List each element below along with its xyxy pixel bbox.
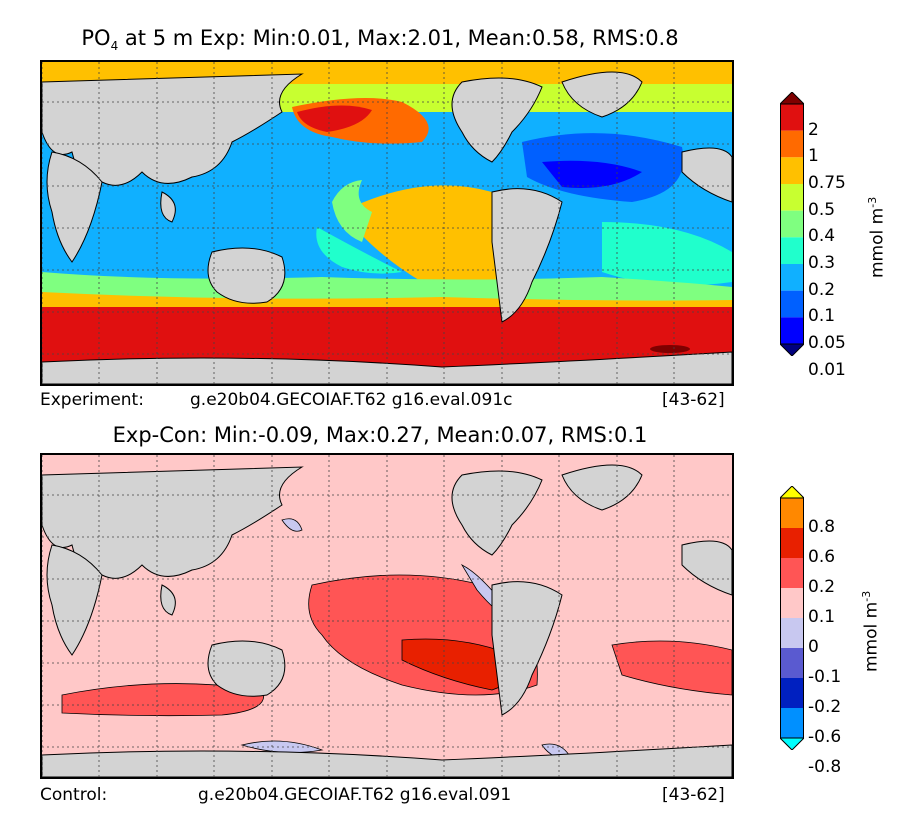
- top-colorbar-tick-label: 0.4: [808, 226, 836, 247]
- bottom-colorbar-tick-label: -0.6: [808, 727, 842, 747]
- top-colorbar-tick-label: 0.1: [808, 306, 836, 327]
- bottom-colorbar-units: mmol m-3: [860, 590, 882, 672]
- bottom-colorbar-tick-label: 0: [808, 637, 819, 657]
- bottom-colorbar-tick-label: -0.2: [808, 697, 842, 717]
- bottom-colorbar-tick-label: 0.8: [808, 517, 836, 537]
- top-map: [40, 60, 734, 386]
- bottom-colorbar-tick-label: 0.2: [808, 577, 836, 597]
- top-colorbar-swatch: [780, 130, 804, 158]
- bottom-colorbar-max-extend: [778, 485, 806, 499]
- top-colorbar-swatch: [780, 157, 804, 184]
- top-colorbar-tick-label: 0.3: [808, 253, 836, 273]
- top-colorbar-swatch: [780, 184, 804, 211]
- bottom-colorbar-tick-label: 0.1: [808, 607, 836, 627]
- bottom-colorbar-swatch: [780, 588, 804, 618]
- top-colorbar-swatch: [780, 237, 804, 264]
- top-caption-label: Experiment:: [40, 390, 144, 410]
- top-colorbar-tick-label: 0.75: [808, 173, 846, 193]
- bottom-colorbar-min-extend: [778, 737, 806, 751]
- bottom-colorbar-swatch: [780, 648, 804, 678]
- bottom-colorbar-scale: [778, 485, 806, 751]
- bottom-colorbar-tick-label: -0.1: [808, 667, 842, 687]
- bottom-colorbar-swatch: [780, 498, 804, 528]
- top-caption-case: g.e20b04.GECOIAF.T62 g16.eval.091c: [190, 390, 513, 410]
- bottom-colorbar-swatch: [780, 708, 804, 738]
- top-colorbar-max-extend: [778, 91, 806, 105]
- bottom-colorbar-swatch: [780, 558, 804, 588]
- top-colorbar-swatch: [780, 264, 804, 291]
- bottom-colorbar-swatch: [780, 618, 804, 648]
- bottom-map-title: Exp-Con: Min:-0.09, Max:0.27, Mean:0.07,…: [112, 423, 648, 447]
- top-colorbar-swatch: [780, 290, 804, 318]
- top-colorbar: [778, 91, 806, 357]
- top-colorbar-tick-label: 1: [808, 146, 819, 167]
- top-colorbar-tick-label: 0.5: [808, 199, 836, 220]
- bottom-colorbar-tick-label: -0.8: [808, 757, 842, 777]
- top-colorbar-min-extend: [778, 343, 806, 357]
- top-colorbar-tick-label: 0.05: [808, 333, 846, 353]
- top-colorbar-swatch: [780, 104, 804, 131]
- bottom-colorbar: [778, 485, 806, 751]
- bottom-colorbar-swatch: [780, 528, 804, 558]
- top-map-title: PO4 at 5 m Exp: Min:0.01, Max:2.01, Mean…: [81, 26, 679, 54]
- top-colorbar-tick-label: 0.2: [808, 279, 836, 300]
- top-colorbar-tick-label: 0.01: [808, 359, 846, 380]
- bottom-caption-label: Control:: [40, 785, 108, 805]
- top-colorbar-units: mmol m-3: [866, 196, 888, 278]
- bottom-colorbar-swatch: [780, 678, 804, 708]
- top-colorbar-tick-label: 2: [808, 119, 819, 140]
- top-colorbar-scale: [778, 91, 806, 357]
- top-caption-years: [43-62]: [662, 390, 725, 410]
- bottom-map: [40, 453, 734, 779]
- bottom-colorbar-tick-label: 0.6: [808, 547, 836, 567]
- top-colorbar-swatch: [780, 317, 804, 344]
- top-colorbar-swatch: [780, 210, 804, 238]
- bottom-caption-case: g.e20b04.GECOIAF.T62 g16.eval.091: [198, 785, 512, 805]
- bottom-caption-years: [43-62]: [662, 785, 725, 805]
